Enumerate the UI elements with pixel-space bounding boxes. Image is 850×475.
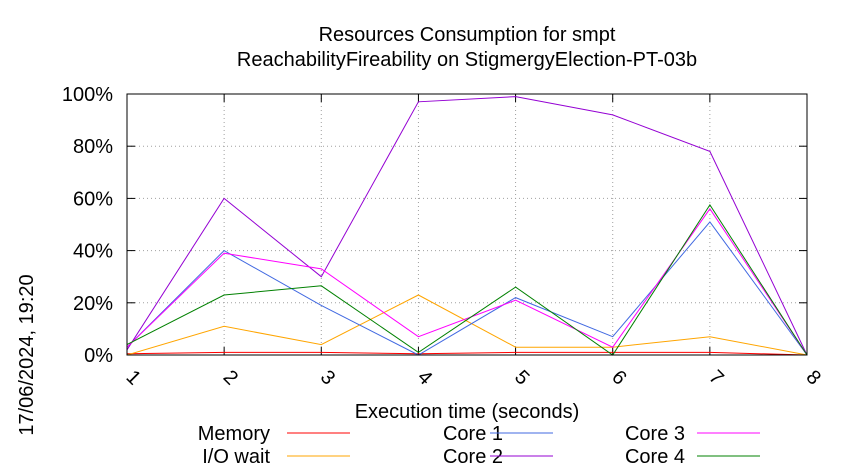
x-tick-label: 5	[510, 366, 533, 389]
legend-label-core-1: Core 1	[443, 423, 503, 445]
series-line-i-o-wait	[126, 294, 808, 356]
series-line-memory	[126, 351, 808, 356]
y-tick-label: 100%	[62, 84, 113, 106]
series-line-core-1	[126, 221, 808, 356]
x-tick-label: 6	[607, 366, 630, 389]
y-tick-label: 60%	[73, 188, 113, 210]
x-tick-label: 2	[219, 366, 242, 389]
grid-lines	[127, 94, 807, 355]
x-tick-label: 7	[704, 366, 727, 389]
x-axis-label: Execution time (seconds)	[355, 401, 580, 423]
y-tick-label: 80%	[73, 136, 113, 158]
x-axis: 1 2 3 4 5 6 7 8	[122, 94, 825, 389]
series-lines	[126, 96, 808, 356]
y-tick-label: 40%	[73, 241, 113, 263]
legend-label-core-4: Core 4	[625, 446, 685, 468]
series-line-core-3	[126, 207, 808, 356]
timestamp-label: 17/06/2024, 19:20	[16, 274, 38, 435]
x-tick-label: 3	[316, 366, 339, 389]
legend-label-core-2: Core 2	[443, 446, 503, 468]
x-tick-label: 4	[413, 366, 436, 389]
y-axis: 0% 20% 40% 60% 80% 100%	[62, 84, 807, 367]
x-tick-label: 1	[122, 366, 145, 389]
y-tick-label: 20%	[73, 293, 113, 315]
legend-label-memory: Memory	[198, 423, 270, 445]
chart-title: Resources Consumption for smpt	[319, 24, 616, 46]
x-tick-label: 8	[802, 366, 825, 389]
legend-label-i-o-wait: I/O wait	[202, 446, 270, 468]
plot-frame	[126, 93, 808, 356]
legend-label-core-3: Core 3	[625, 423, 685, 445]
y-tick-label: 0%	[84, 345, 113, 367]
series-line-core-4	[126, 203, 808, 356]
chart-subtitle: ReachabilityFireability on StigmergyElec…	[237, 49, 697, 71]
series-line-core-2	[126, 96, 808, 356]
